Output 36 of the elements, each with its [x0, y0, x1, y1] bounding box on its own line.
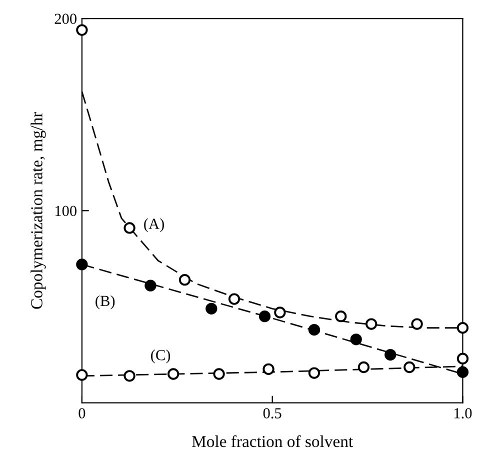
point: [358, 361, 370, 374]
point: [76, 369, 88, 381]
point: [456, 352, 469, 364]
point: [178, 274, 191, 286]
point: [404, 361, 416, 374]
point: [213, 368, 225, 380]
point: [144, 280, 156, 292]
x-tick-label: 0: [78, 408, 86, 418]
point: [274, 306, 286, 318]
point: [335, 310, 347, 322]
x-axis-title: Mole fraction of solvent: [192, 435, 353, 448]
annotation: (C): [151, 350, 170, 364]
point: [350, 334, 362, 346]
point: [456, 366, 469, 378]
point: [76, 258, 88, 270]
point: [365, 318, 378, 330]
point: [124, 370, 136, 382]
point: [167, 368, 180, 380]
point: [258, 310, 271, 322]
point: [124, 222, 136, 234]
x-tick-label: 1.0: [454, 408, 472, 418]
y-tick-label: 100: [56, 206, 76, 216]
point: [308, 324, 320, 336]
point: [456, 322, 469, 334]
point: [262, 363, 274, 376]
point: [228, 293, 240, 305]
annotation: (B): [96, 295, 115, 310]
point: [384, 348, 396, 361]
point: [308, 367, 320, 379]
point: [206, 302, 218, 314]
y-tick-label: 200: [54, 14, 76, 24]
y-axis-title: Copolymerization rate, mg/hr: [30, 112, 46, 309]
point: [411, 318, 423, 330]
point: [76, 24, 88, 36]
x-tick-label: 0.5: [263, 408, 282, 418]
annotation: (A): [144, 218, 164, 232]
